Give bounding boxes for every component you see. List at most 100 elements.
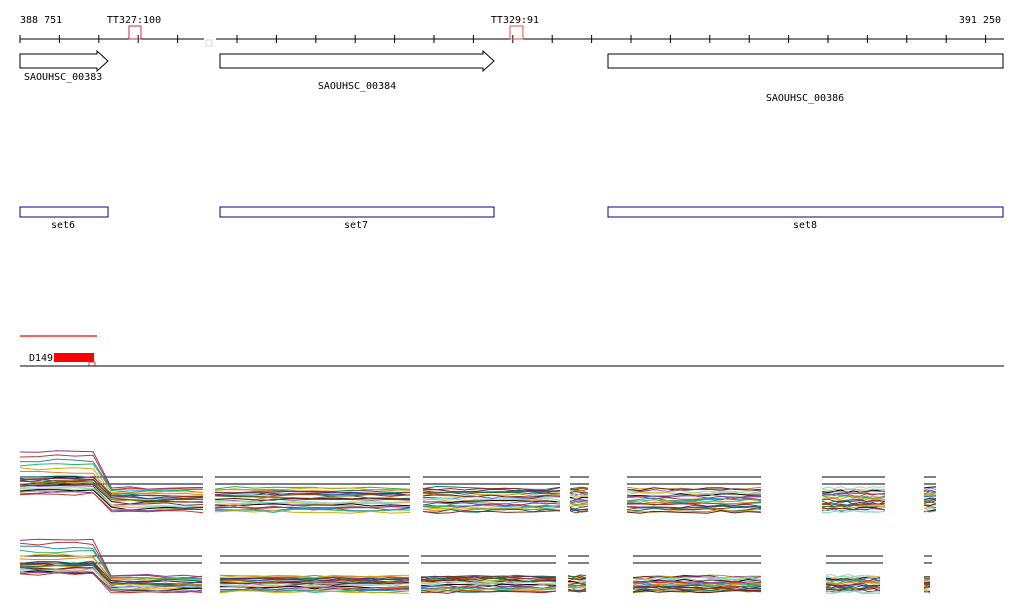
expression-track-lower (19, 538, 932, 594)
terminator-track: TT327:100 TT329:91 (107, 15, 539, 40)
expression-profile-line (422, 498, 561, 503)
expression-profile-line (214, 492, 411, 497)
expression-profile-line (422, 494, 561, 498)
terminator-label-1: TT327:100 (107, 15, 161, 26)
expression-profile-line (821, 488, 886, 493)
start-coordinate: 388 751 (20, 15, 62, 26)
expression-profile-line (923, 498, 937, 502)
expression-profile-line (19, 572, 203, 594)
expression-profile-line (19, 463, 204, 494)
expression-profile-line (219, 590, 410, 594)
expression-profile-line (923, 586, 931, 589)
expression-profile-line (825, 575, 881, 580)
expression-profile-line (632, 576, 762, 581)
ruler-gap-marker (205, 39, 213, 47)
expression-profile-line (825, 581, 881, 586)
expression-profile-line (214, 506, 411, 511)
feature-block[interactable] (54, 353, 94, 362)
probe-set-label-1: set6 (51, 220, 75, 231)
expression-profile-line (923, 578, 931, 580)
expression-profile-line (821, 498, 886, 503)
expression-profile-line (923, 576, 931, 578)
gene-label-3: SAOUHSC_00386 (766, 93, 844, 104)
expression-profile-line (19, 480, 204, 502)
expression-profile-line (569, 503, 589, 507)
expression-profile-line (923, 582, 931, 585)
expression-profile-line (825, 581, 881, 585)
expression-profile-line (420, 577, 557, 582)
terminator-label-2: TT329:91 (491, 15, 539, 26)
expression-profile-line (214, 488, 411, 493)
expression-profile-line (567, 584, 587, 588)
expression-profile-line (821, 491, 886, 496)
expression-profile-line (626, 507, 762, 512)
expression-profile-line (821, 508, 886, 512)
gene-arrow-2[interactable] (219, 49, 495, 73)
expression-profile-line (569, 493, 589, 497)
expression-profile-line (568, 587, 587, 589)
expression-profile-line (626, 510, 762, 514)
probe-set-box-1[interactable] (19, 206, 109, 218)
probe-set-box-3[interactable] (607, 206, 1004, 218)
expression-profile-line (569, 500, 589, 503)
expression-track-upper (19, 450, 937, 514)
expression-profile-line (19, 568, 203, 591)
expression-profile-line (19, 491, 204, 512)
expression-profile-line (626, 488, 762, 493)
terminator-marker-1[interactable] (128, 25, 142, 40)
expression-profile-line (626, 506, 762, 511)
expression-profile-line (825, 587, 881, 591)
gene-label-1: SAOUHSC_00383 (24, 72, 102, 83)
expression-profile-line (19, 478, 204, 500)
expression-profile-line (569, 488, 589, 492)
feature-label: D149 (29, 353, 53, 364)
terminator-marker-2[interactable] (509, 25, 524, 40)
expression-profile-line (422, 510, 561, 514)
expression-profile-line (569, 489, 589, 494)
expression-profile-line (422, 496, 561, 501)
expression-profile-line (420, 581, 557, 585)
expression-profile-line (569, 509, 589, 513)
expression-profile-line (19, 492, 204, 514)
probe-set-box-2[interactable] (219, 206, 495, 218)
expression-profile-line (420, 587, 557, 592)
expression-profile-line (19, 450, 204, 490)
expression-profile-line (632, 590, 762, 593)
probe-set-track: set6 set7 set8 (19, 206, 1004, 231)
expression-profile-line (19, 566, 203, 588)
expression-profile-line (923, 510, 937, 513)
probe-set-label-2: set7 (344, 220, 368, 231)
gene-arrow-1[interactable] (19, 49, 109, 73)
expression-profile-line (19, 562, 203, 584)
coordinate-ruler: 388 751 391 250 (19, 15, 1004, 47)
expression-profile-line (626, 491, 762, 496)
expression-profile-line (626, 503, 762, 507)
probe-set-label-3: set8 (793, 220, 817, 231)
expression-profile-line (569, 510, 589, 514)
expression-profile-line (219, 584, 410, 588)
expression-profile-line (423, 488, 561, 493)
expression-profile-line (821, 497, 886, 502)
feature-track: D149 (20, 335, 1004, 367)
expression-profile-line (422, 508, 561, 513)
expression-profile-line (821, 499, 886, 504)
expression-profile-line (626, 497, 762, 502)
expression-profile-line (19, 541, 203, 579)
expression-profile-line (214, 508, 411, 513)
end-coordinate: 391 250 (959, 15, 1001, 26)
expression-profile-line (821, 485, 886, 490)
expression-profile-line (569, 486, 589, 490)
gene-box-3[interactable] (607, 53, 1004, 69)
expression-profile-line (214, 502, 411, 506)
expression-profile-line (923, 494, 937, 496)
expression-profile-line (923, 495, 937, 498)
expression-profile-line (626, 500, 762, 505)
expression-profile-line (569, 495, 589, 499)
expression-profile-line (632, 580, 762, 585)
expression-profile-line (567, 581, 587, 584)
expression-profile-line (923, 581, 931, 584)
expression-profile-line (214, 501, 411, 505)
expression-profile-line (19, 489, 204, 511)
expression-profile-line (826, 579, 881, 584)
expression-profile-line (214, 491, 411, 496)
